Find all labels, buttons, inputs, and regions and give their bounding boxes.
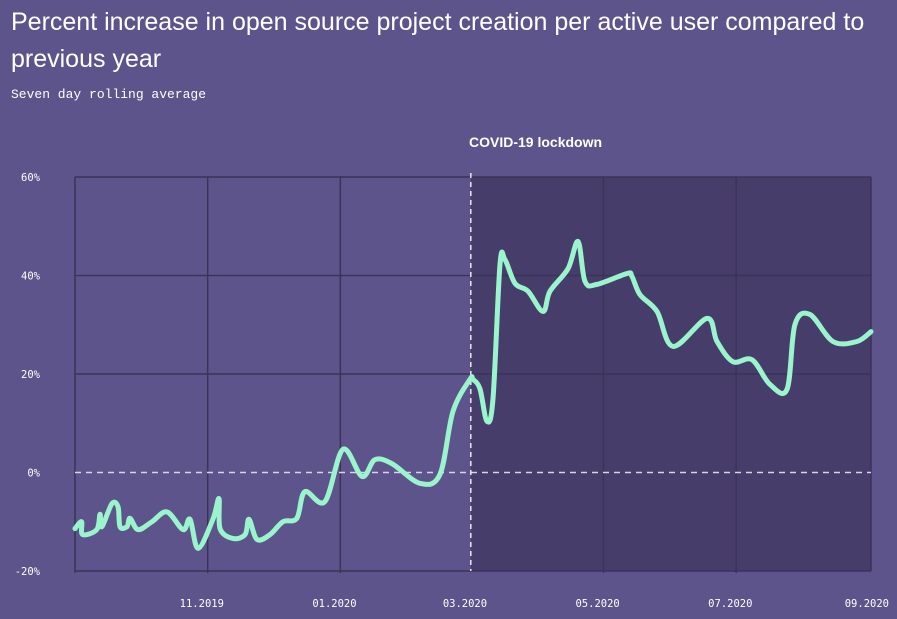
x-tick-label: 05.2020 bbox=[575, 598, 619, 610]
series-line bbox=[72, 239, 874, 551]
y-tick-label: 20% bbox=[21, 369, 41, 381]
y-tick-label: -20% bbox=[15, 566, 41, 578]
x-tick-label: 09.2020 bbox=[845, 598, 889, 610]
y-tick-label: 0% bbox=[27, 468, 40, 480]
x-tick-label: 01.2020 bbox=[312, 598, 356, 610]
y-tick-label: 40% bbox=[21, 271, 41, 283]
x-tick-label: 03.2020 bbox=[443, 598, 487, 610]
lockdown-annotation: COVID-19 lockdown bbox=[469, 134, 603, 150]
x-tick-label: 11.2019 bbox=[180, 598, 224, 610]
chart-subtitle: Seven day rolling average bbox=[11, 87, 207, 102]
y-tick-label: 60% bbox=[21, 172, 41, 184]
chart-title: Percent increase in open source project … bbox=[11, 8, 865, 73]
x-tick-label: 07.2020 bbox=[708, 598, 752, 610]
